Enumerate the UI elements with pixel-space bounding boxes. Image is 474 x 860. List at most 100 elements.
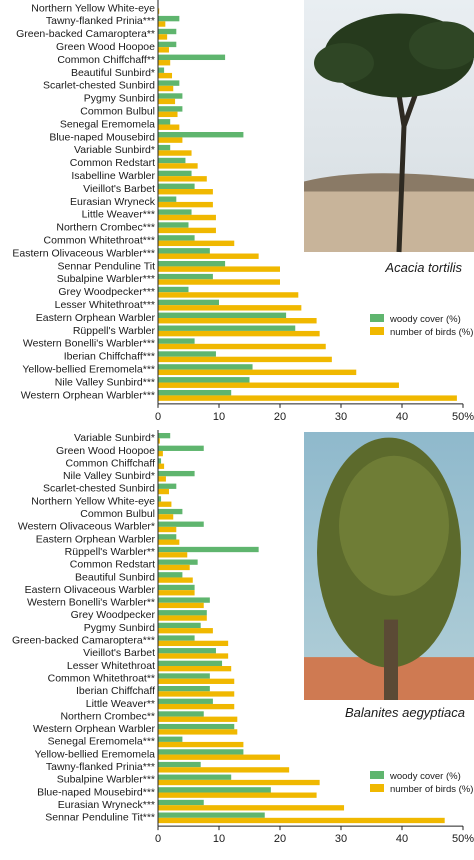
category-label: Grey Woodpecker — [71, 609, 156, 621]
bar-number-of-birds — [158, 34, 168, 40]
bar-number-of-birds — [158, 60, 171, 66]
bar-woody-cover — [158, 445, 204, 451]
x-tick-label: 20 — [274, 833, 286, 845]
bar-number-of-birds — [158, 501, 172, 507]
bar-woody-cover — [158, 338, 195, 344]
bar-woody-cover — [158, 673, 210, 679]
category-label: Tawny-flanked Prinia*** — [46, 761, 155, 773]
bar-number-of-birds — [158, 240, 235, 247]
bar-number-of-birds — [158, 450, 163, 457]
bar-number-of-birds — [158, 176, 207, 182]
bar-woody-cover — [158, 157, 186, 164]
category-label: Subalpine Warbler*** — [57, 273, 155, 285]
bar-number-of-birds — [158, 817, 445, 824]
x-tick-label: 20 — [274, 411, 286, 423]
bar-number-of-birds — [158, 382, 399, 388]
category-label: Yellow-bellied Eremomela*** — [22, 363, 155, 375]
x-tick-label: 0 — [155, 411, 161, 423]
category-label: Northern Yellow White-eye — [31, 495, 155, 507]
category-label: Northern Crombec*** — [56, 222, 155, 234]
bar-woody-cover — [158, 364, 253, 370]
category-label: Green Wood Hoopoe — [56, 41, 155, 53]
bar-woody-cover — [158, 458, 162, 464]
bar-number-of-birds — [158, 150, 192, 156]
bar-woody-cover — [158, 635, 195, 641]
bar-woody-cover — [158, 610, 207, 616]
bar-number-of-birds — [158, 227, 216, 234]
bar-woody-cover — [158, 222, 189, 228]
category-label: Common Bulbul — [80, 508, 155, 520]
x-tick-label: 10 — [213, 833, 225, 845]
bar-number-of-birds — [158, 703, 235, 710]
category-label: Beautiful Sunbird — [75, 571, 155, 583]
bar-number-of-birds — [158, 279, 280, 285]
category-label: Western Bonelli's Warbler** — [27, 597, 155, 609]
category-label: Nile Valley Sunbird*** — [55, 376, 155, 388]
bar-woody-cover — [158, 698, 213, 704]
bar-number-of-birds — [158, 691, 235, 697]
bar-number-of-birds — [158, 577, 193, 583]
bar-number-of-birds — [158, 716, 238, 722]
bar-number-of-birds — [158, 628, 213, 634]
bar-number-of-birds — [158, 395, 457, 401]
x-tick-label: 30 — [335, 833, 347, 845]
bar-number-of-birds — [158, 602, 204, 609]
bar-woody-cover — [158, 787, 271, 793]
category-label: Eurasian Wryneck*** — [58, 799, 155, 811]
bar-woody-cover — [158, 736, 183, 742]
bar-number-of-birds — [158, 678, 235, 684]
bar-number-of-birds — [158, 514, 174, 520]
bar-number-of-birds — [158, 779, 320, 786]
bar-number-of-birds — [158, 488, 169, 495]
bar-number-of-birds — [158, 526, 177, 533]
chart-panel-acacia: Acacia tortilis Northern Yellow White-eye… — [12, 0, 474, 423]
bar-woody-cover — [158, 496, 162, 502]
bar-woody-cover — [158, 80, 180, 86]
category-label: Subalpine Warbler*** — [57, 774, 155, 786]
legend-label: woody cover (%) — [389, 771, 461, 782]
bar-woody-cover — [158, 261, 226, 267]
bar-woody-cover — [158, 15, 180, 22]
category-label: Eastern Olivaceous Warbler*** — [12, 247, 155, 259]
category-label: Little Weaver*** — [82, 209, 155, 221]
category-label: Sennar Penduline Tit*** — [45, 812, 155, 824]
bar-number-of-birds — [158, 792, 317, 798]
tree-photo — [304, 432, 474, 700]
bar-number-of-birds — [158, 253, 259, 259]
bar-woody-cover — [158, 749, 244, 755]
bar-woody-cover — [158, 622, 201, 629]
category-label: Grey Woodpecker*** — [58, 286, 155, 298]
x-tick-label: 0 — [155, 833, 161, 845]
tree-species-name: Acacia tortilis — [384, 260, 462, 275]
bar-number-of-birds — [158, 124, 180, 130]
category-label: Scarlet-chested Sunbird — [43, 80, 155, 92]
bar-woody-cover — [158, 170, 192, 177]
bar-number-of-birds — [158, 47, 169, 53]
bar-woody-cover — [158, 144, 171, 151]
bar-woody-cover — [158, 183, 195, 190]
category-label: Common Redstart — [70, 559, 155, 571]
category-label: Common Chiffchaff** — [57, 54, 155, 66]
bar-number-of-birds — [158, 214, 216, 221]
bar-woody-cover — [158, 597, 210, 603]
bar-number-of-birds — [158, 463, 165, 469]
bar-woody-cover — [158, 67, 165, 73]
category-label: Northern Yellow White-eye — [31, 2, 155, 14]
bar-number-of-birds — [158, 653, 229, 659]
bar-woody-cover — [158, 584, 195, 591]
bar-number-of-birds — [158, 72, 173, 79]
category-label: Western Bonelli's Warbler*** — [23, 338, 155, 350]
bar-number-of-birds — [158, 21, 166, 27]
bar-number-of-birds — [158, 767, 290, 773]
legend-swatch — [370, 771, 384, 779]
bar-woody-cover — [158, 534, 177, 540]
bar-number-of-birds — [158, 189, 213, 195]
x-tick-label: 50% — [452, 833, 474, 845]
tree-species-name: Balanites aegyptiaca — [345, 705, 465, 720]
bar-number-of-birds — [158, 615, 207, 621]
bar-number-of-birds — [158, 729, 238, 735]
bar-number-of-birds — [158, 292, 299, 298]
category-label: Sennar Penduline Tit — [58, 260, 156, 272]
bar-number-of-birds — [158, 590, 195, 596]
bar-number-of-birds — [158, 98, 176, 105]
